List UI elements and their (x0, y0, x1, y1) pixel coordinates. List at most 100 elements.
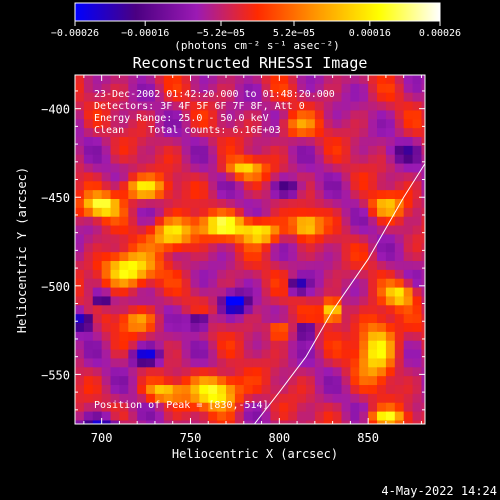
image-cell (181, 128, 192, 138)
image-cell (341, 190, 351, 200)
image-cell (154, 163, 165, 174)
image-cell (208, 207, 218, 218)
image-cell (288, 278, 298, 289)
image-cell (270, 119, 280, 129)
image-cell (403, 190, 414, 200)
image-cell (412, 385, 423, 395)
image-cell (279, 207, 289, 218)
image-cell (234, 420, 245, 424)
image-cell (323, 181, 334, 191)
image-cell (430, 146, 439, 155)
image-cell (137, 429, 146, 438)
image-cell (217, 181, 227, 191)
image-cell (394, 234, 405, 244)
peak-position-label: Position of Peak = [830,-514] (94, 400, 269, 411)
image-cell (110, 411, 121, 422)
image-cell (350, 137, 360, 147)
image-cell (110, 216, 121, 227)
image-cell (172, 190, 183, 200)
image-cell (234, 154, 245, 165)
image-cell (172, 207, 183, 218)
image-cell (404, 429, 413, 438)
image-cell (412, 216, 423, 227)
image-cell (243, 331, 254, 342)
image-cell (421, 137, 425, 147)
image-cell (199, 207, 209, 218)
image-cell (226, 305, 236, 315)
image-cell (421, 261, 425, 271)
image-cell (350, 376, 360, 386)
image-cell (332, 75, 343, 85)
image-cell (119, 358, 129, 368)
image-cell (92, 207, 103, 218)
image-cell (323, 314, 334, 324)
image-cell (163, 385, 174, 395)
image-cell (101, 376, 112, 386)
image-cell (181, 261, 192, 271)
image-cell (75, 172, 85, 182)
image-cell (430, 270, 439, 279)
image-cell (359, 225, 369, 236)
image-cell (137, 154, 147, 165)
image-cell (110, 75, 121, 85)
image-cell (261, 83, 272, 94)
image-cell (385, 92, 396, 103)
image-cell (385, 225, 396, 236)
image-cell (332, 172, 343, 182)
image-cell (137, 207, 147, 218)
image-cell (146, 190, 156, 200)
image-cell (403, 402, 414, 413)
image-cell (208, 154, 218, 165)
image-cell (199, 340, 209, 351)
image-cell (190, 252, 200, 262)
image-cell (412, 128, 423, 138)
image-cell (412, 225, 423, 236)
image-cell (341, 287, 351, 298)
image-cell (305, 402, 316, 413)
image-cell (350, 181, 360, 191)
image-cell (297, 376, 307, 386)
image-cell (270, 137, 280, 147)
image-cell (163, 411, 174, 422)
image-cell (403, 367, 414, 377)
image-cell (75, 225, 85, 236)
image-cell (243, 367, 254, 377)
image-cell (234, 83, 245, 94)
image-cell (403, 296, 414, 306)
image-cell (350, 402, 360, 413)
image-cell (332, 137, 343, 147)
image-cell (297, 234, 307, 244)
image-cell (163, 75, 174, 85)
image-cell (234, 75, 245, 85)
image-cell (163, 190, 174, 200)
image-cell (172, 278, 183, 289)
image-cell (261, 323, 272, 333)
image-cell (430, 261, 439, 270)
image-cell (83, 172, 94, 182)
image-cell (421, 207, 425, 218)
image-cell (341, 314, 351, 324)
image-cell (261, 163, 272, 174)
image-cell (332, 199, 343, 209)
image-cell (119, 172, 129, 182)
image-cell (288, 243, 298, 253)
image-cell (314, 207, 325, 218)
image-cell (350, 216, 360, 227)
image-cell (146, 110, 156, 120)
image-cell (368, 296, 378, 306)
image-cell (385, 243, 396, 253)
image-cell (163, 243, 174, 253)
image-cell (350, 225, 360, 236)
image-cell (83, 305, 94, 315)
image-cell (288, 367, 298, 377)
image-cell (288, 305, 298, 315)
image-cell (92, 181, 103, 191)
image-cell (75, 101, 85, 112)
image-cell (199, 278, 209, 289)
image-cell (163, 172, 174, 182)
image-cell (403, 216, 414, 227)
image-cell (101, 269, 112, 280)
y-tick-label: −400 (41, 103, 70, 117)
image-cell (359, 172, 369, 182)
image-cell (226, 154, 236, 165)
